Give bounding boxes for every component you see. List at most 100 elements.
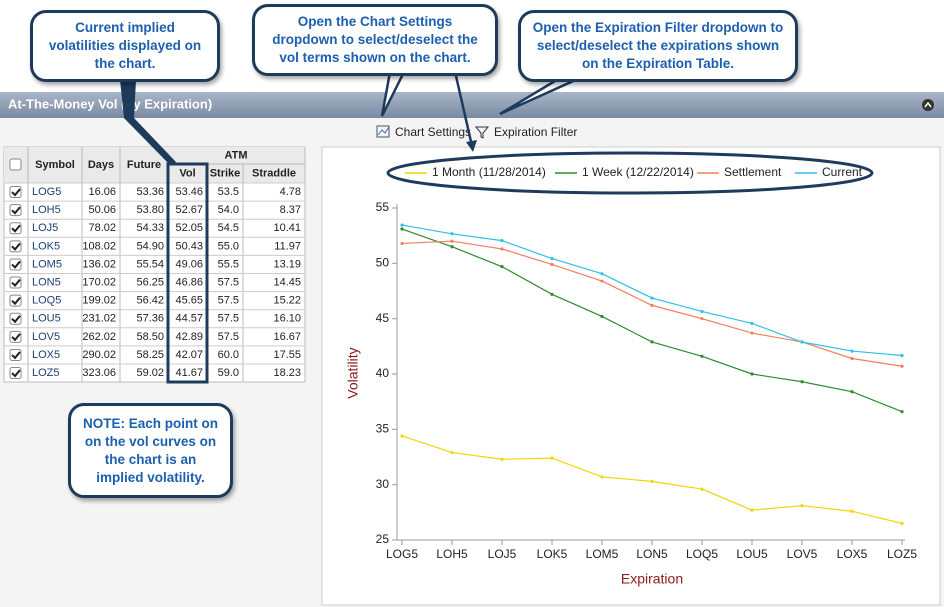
cell: 16.67 (273, 331, 301, 343)
cell: 55.5 (218, 258, 239, 270)
point (500, 247, 504, 251)
symbol-cell: LOX5 (32, 349, 60, 361)
x-tick-label: LOV5 (787, 547, 818, 561)
symbol-cell: LOG5 (32, 186, 61, 198)
cell: 53.5 (218, 186, 239, 198)
chart-icon-line (377, 126, 390, 136)
cell: 53.46 (175, 186, 203, 198)
checkbox[interactable] (9, 204, 22, 217)
point (900, 521, 904, 526)
cell: 55.0 (218, 240, 239, 252)
cell: 52.05 (175, 222, 203, 234)
collapse-button[interactable] (922, 99, 934, 111)
callout-tail (380, 70, 407, 117)
arrow (454, 75, 474, 147)
symbol-cell: LON5 (32, 276, 61, 288)
cell: 18.23 (273, 367, 301, 379)
point (450, 450, 454, 455)
checkbox[interactable] (9, 186, 22, 199)
legend-label: 1 Month (11/28/2014) (432, 165, 546, 179)
symbol-cell: LOM5 (32, 258, 62, 270)
point (850, 390, 854, 394)
point (500, 265, 504, 269)
cell: 54.0 (218, 204, 239, 216)
cell: 14.45 (273, 276, 301, 288)
column-header: Vol (179, 167, 195, 179)
x-tick-label: LOH5 (436, 547, 468, 561)
filter-icon (474, 126, 490, 139)
point (550, 292, 554, 296)
checkbox[interactable] (9, 222, 22, 235)
checkbox[interactable] (9, 348, 22, 361)
point (500, 239, 504, 243)
chart-area (321, 146, 941, 606)
checkmark (11, 315, 21, 324)
cell: 290.02 (82, 349, 116, 361)
x-tick-label: LOX5 (837, 547, 868, 561)
chart-settings-button[interactable]: Chart Settings (376, 125, 471, 139)
point (650, 340, 654, 344)
checkbox[interactable] (9, 294, 22, 307)
point (600, 314, 604, 319)
point (600, 475, 604, 479)
checkmark (11, 224, 21, 233)
column-header: Future (127, 159, 161, 171)
checkbox[interactable] (9, 330, 22, 343)
cell: 55.54 (136, 258, 164, 270)
checkmark (11, 260, 21, 269)
checkbox[interactable] (9, 312, 22, 325)
checkbox[interactable] (9, 240, 22, 253)
checkbox[interactable] (9, 367, 22, 380)
cell: 42.89 (175, 331, 203, 343)
point (450, 245, 454, 249)
cell: 59.0 (218, 367, 239, 379)
callout-tail (120, 80, 176, 165)
y-tick-label: 55 (376, 200, 390, 214)
point (450, 239, 454, 243)
x-tick-label: LOQ5 (686, 547, 718, 561)
point (600, 279, 604, 283)
point (650, 303, 654, 307)
expiration-filter-button[interactable]: Expiration Filter (474, 125, 577, 139)
cell: 42.07 (175, 349, 203, 361)
chart-icon (376, 125, 390, 138)
checkmark (11, 206, 21, 215)
y-tick-label: 35 (376, 422, 390, 436)
x-tick-label: LOK5 (537, 547, 568, 561)
point (650, 296, 654, 300)
callout-tail (499, 76, 581, 116)
header-bg (4, 147, 305, 183)
symbol-cell: LOQ5 (32, 295, 61, 307)
cell: 45.65 (175, 295, 203, 307)
symbol-cell: LOZ5 (32, 367, 60, 379)
cell: 56.25 (136, 276, 164, 288)
point (850, 349, 854, 353)
point (700, 487, 704, 491)
cell: 57.5 (218, 276, 239, 288)
cell: 50.43 (175, 240, 203, 252)
symbol-cell: LOH5 (32, 204, 61, 216)
cell: 4.78 (280, 186, 301, 198)
column-header: Straddle (252, 167, 296, 179)
callout: Current implied volatilities displayed o… (30, 10, 220, 82)
point (850, 356, 854, 361)
checkbox[interactable] (9, 276, 22, 289)
cell: 53.80 (136, 204, 164, 216)
symbol-cell: LOV5 (32, 331, 60, 343)
point (500, 457, 504, 461)
cell: 46.86 (175, 276, 203, 288)
checkmark (11, 188, 21, 197)
cell: 41.67 (175, 367, 203, 379)
toolbar-label: Chart Settings (395, 125, 471, 139)
point (700, 354, 704, 358)
cell: 58.25 (136, 349, 164, 361)
cell: 16.10 (273, 313, 301, 325)
cell: 10.41 (273, 222, 301, 234)
toolbar-label: Expiration Filter (494, 125, 577, 139)
callout: Open the Expiration Filter dropdown to s… (518, 10, 798, 82)
cell: 59.02 (136, 367, 164, 379)
legend-label: Current (822, 165, 863, 179)
cell: 44.57 (175, 313, 203, 325)
checkbox[interactable] (9, 258, 22, 271)
